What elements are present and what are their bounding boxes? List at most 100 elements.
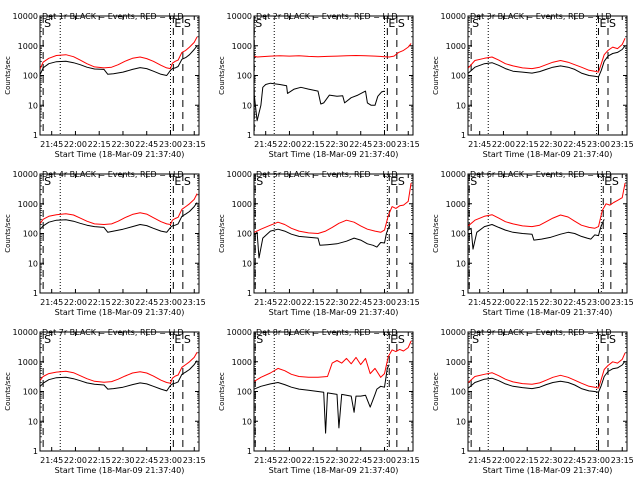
marker-label: E	[390, 175, 397, 188]
y-tick-label: 10000	[227, 328, 252, 337]
lld-series-line	[254, 182, 412, 234]
marker-label: E	[604, 175, 611, 188]
x-tick-label: 22:45	[349, 298, 372, 307]
marker-label: S	[44, 17, 51, 30]
y-tick-label: 100	[451, 72, 466, 81]
x-tick-label: 23:15	[183, 456, 206, 465]
x-tick-label: 22:00	[492, 456, 515, 465]
x-tick-label: 22:00	[492, 298, 515, 307]
x-axis-label: Start Time (18-Mar-09 21:37:40)	[269, 150, 399, 159]
lld-series-line	[467, 182, 626, 229]
marker-label: S	[44, 175, 51, 188]
y-tick-label: 1000	[446, 42, 466, 51]
x-tick-label: 22:00	[64, 140, 87, 149]
x-tick-label: 22:45	[349, 456, 372, 465]
marker-label: S	[184, 175, 191, 188]
y-tick-label: 10000	[441, 170, 466, 179]
x-tick-label: 22:30	[325, 140, 348, 149]
lld-series-line	[254, 43, 412, 58]
x-axis-label: Start Time (18-Mar-09 21:37:40)	[483, 308, 613, 317]
y-tick-label: 100	[451, 388, 466, 397]
x-tick-label: 22:15	[88, 140, 111, 149]
x-tick-label: 23:00	[373, 140, 396, 149]
x-axis-label: Start Time (18-Mar-09 21:37:40)	[483, 466, 613, 475]
y-tick-label: 1	[461, 447, 466, 456]
y-tick-label: 1	[33, 447, 38, 456]
x-tick-label: 22:45	[563, 298, 586, 307]
y-tick-label: 10	[456, 259, 466, 268]
y-tick-label: 1000	[18, 358, 38, 367]
x-tick-label: 22:30	[325, 298, 348, 307]
marker-label: S	[256, 175, 263, 188]
x-tick-label: 22:30	[111, 298, 134, 307]
y-tick-label: 1000	[232, 200, 252, 209]
x-axis-label: Start Time (18-Mar-09 21:37:40)	[269, 308, 399, 317]
x-tick-label: 21:45	[468, 298, 491, 307]
x-axis-label: Start Time (18-Mar-09 21:37:40)	[55, 466, 185, 475]
y-tick-label: 1	[33, 131, 38, 140]
x-tick-label: 22:45	[563, 456, 586, 465]
x-tick-label: 22:30	[111, 140, 134, 149]
x-tick-label: 22:15	[302, 298, 325, 307]
x-axis-label: Start Time (18-Mar-09 21:37:40)	[55, 150, 185, 159]
x-tick-label: 22:00	[278, 140, 301, 149]
x-tick-label: 21:45	[40, 298, 63, 307]
x-tick-label: 21:45	[254, 140, 277, 149]
events-series-line	[254, 364, 390, 434]
y-axis-label: Counts/sec	[432, 56, 440, 95]
events-series-line	[468, 219, 605, 250]
x-tick-label: 22:15	[516, 140, 539, 149]
detector-panel-8: Det 8r BLACK = Events, RED = LLD 1 10 100 10…	[218, 328, 420, 475]
panel-title: Det 7r BLACK = Events, RED = LLD	[42, 328, 184, 337]
detector-panel-6: Det 6r BLACK = Events, RED = LLD 1 10 100 10…	[432, 170, 634, 317]
x-tick-label: 22:30	[539, 456, 562, 465]
y-tick-label: 10	[28, 417, 38, 426]
events-series-line	[253, 82, 385, 122]
x-tick-label: 22:45	[563, 140, 586, 149]
x-tick-label: 22:00	[64, 456, 87, 465]
marker-label: S	[609, 17, 616, 30]
panel-title: Det 4r BLACK = Events, RED = LLD	[42, 170, 184, 179]
x-tick-label: 23:00	[159, 456, 182, 465]
y-tick-label: 1	[33, 289, 38, 298]
y-tick-label: 100	[23, 72, 38, 81]
x-tick-label: 22:30	[539, 298, 562, 307]
detector-panel-7: Det 7r BLACK = Events, RED = LLD 1 10 100 10…	[4, 328, 206, 475]
x-tick-label: 23:15	[611, 298, 634, 307]
x-tick-label: 22:30	[111, 456, 134, 465]
lld-series-line	[467, 37, 626, 73]
panel-title: Det 8r BLACK = Events, RED = LLD	[256, 328, 398, 337]
detector-panel-5: Det 5r BLACK = Events, RED = LLD 1 10 100 10…	[218, 170, 420, 317]
x-tick-label: 21:45	[254, 456, 277, 465]
lld-series-line	[467, 352, 626, 389]
x-tick-label: 22:30	[539, 140, 562, 149]
x-tick-label: 23:00	[587, 456, 610, 465]
marker-label: E	[599, 17, 606, 30]
y-tick-label: 10000	[441, 12, 466, 21]
x-tick-label: 21:45	[40, 140, 63, 149]
y-tick-label: 1	[461, 289, 466, 298]
x-tick-label: 23:00	[587, 140, 610, 149]
x-tick-label: 23:15	[183, 298, 206, 307]
x-tick-label: 23:00	[159, 140, 182, 149]
y-tick-label: 10	[456, 101, 466, 110]
x-tick-label: 21:45	[468, 140, 491, 149]
y-tick-label: 10	[242, 101, 252, 110]
x-tick-label: 23:15	[611, 456, 634, 465]
panel-title: Det 5r BLACK = Events, RED = LLD	[256, 170, 398, 179]
y-tick-label: 100	[237, 388, 252, 397]
y-tick-label: 1	[461, 131, 466, 140]
events-series-line	[39, 202, 198, 233]
y-tick-label: 1000	[446, 200, 466, 209]
detector-panel-2: Det 2r BLACK = Events, RED = LLD 1 10 100 10…	[218, 12, 420, 159]
y-tick-label: 100	[237, 72, 252, 81]
y-tick-label: 10	[28, 101, 38, 110]
marker-label: E	[599, 333, 606, 346]
detector-panel-3: Det 3r BLACK = Events, RED = LLD 1 10 100 10…	[432, 12, 634, 159]
x-tick-label: 23:15	[397, 140, 420, 149]
x-tick-label: 22:30	[325, 456, 348, 465]
y-tick-label: 10	[242, 259, 252, 268]
marker-label: E	[174, 175, 181, 188]
